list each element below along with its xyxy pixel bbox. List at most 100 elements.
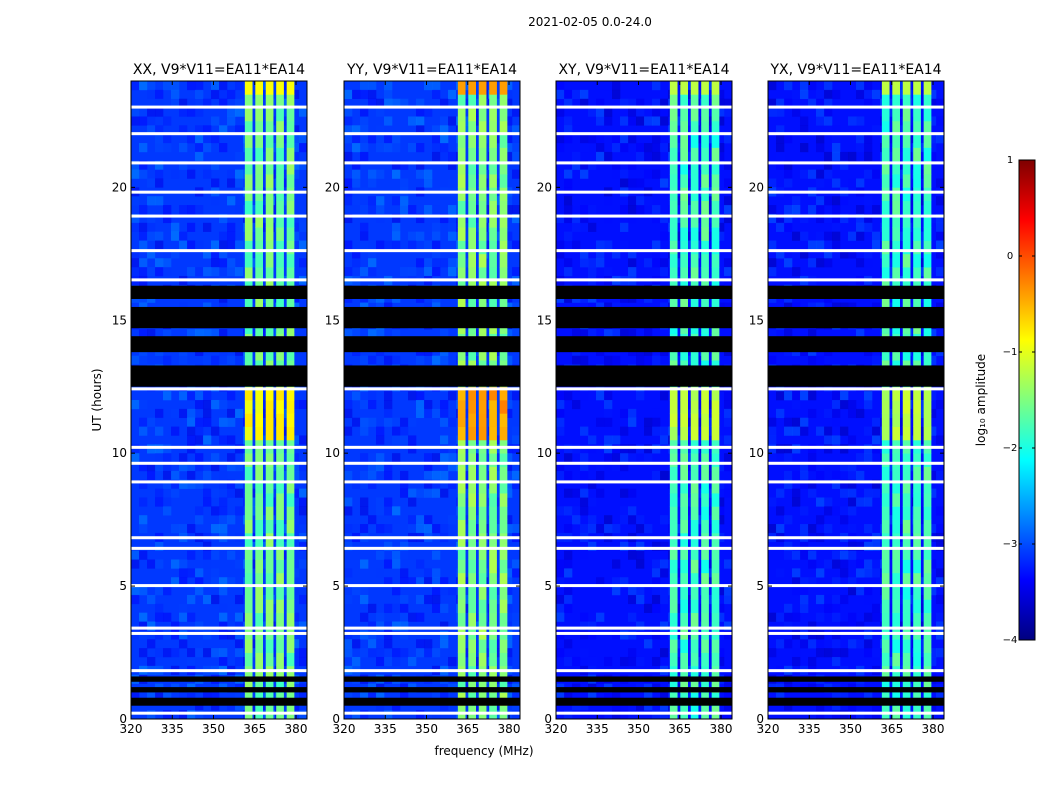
noise-cell xyxy=(628,329,637,339)
data-gap xyxy=(768,546,944,550)
rfi-band-cell xyxy=(913,81,921,95)
noise-cell xyxy=(768,453,777,463)
noise-cell xyxy=(628,612,637,622)
rfi-band-cell xyxy=(478,532,487,547)
data-gap xyxy=(131,161,307,165)
noise-cell xyxy=(564,550,573,560)
data-gap xyxy=(131,190,307,194)
y-tick-label: 20 xyxy=(112,180,127,194)
noise-cell xyxy=(219,603,228,613)
noise-cell xyxy=(684,382,693,392)
rfi-band-cell xyxy=(255,639,263,653)
noise-cell xyxy=(368,98,377,108)
noise-cell xyxy=(131,453,140,463)
noise-cell xyxy=(139,417,148,427)
rfi-band-cell xyxy=(276,120,284,135)
noise-cell xyxy=(784,541,793,551)
noise-cell xyxy=(784,81,793,91)
noise-cell xyxy=(259,559,268,569)
noise-cell xyxy=(187,267,196,277)
noise-cell xyxy=(179,391,188,401)
noise-cell xyxy=(824,258,833,268)
y-tick-label: 5 xyxy=(544,579,552,593)
rfi-band-cell xyxy=(680,532,688,547)
noise-cell xyxy=(676,231,685,241)
noise-cell xyxy=(384,240,393,250)
flagged-interval xyxy=(768,336,944,353)
noise-cell xyxy=(376,426,385,436)
rfi-band-cell xyxy=(244,227,253,241)
noise-cell xyxy=(344,408,353,419)
noise-cell xyxy=(291,524,300,534)
noise-cell xyxy=(179,568,188,578)
rfi-band-cell xyxy=(680,107,688,122)
noise-cell xyxy=(408,497,417,507)
rfi-band-cell xyxy=(892,386,900,401)
noise-cell xyxy=(792,488,801,498)
noise-cell xyxy=(832,408,841,419)
noise-cell xyxy=(187,169,196,179)
y-tick-label: 15 xyxy=(749,313,764,327)
noise-cell xyxy=(259,524,268,534)
noise-cell xyxy=(564,116,573,126)
noise-cell xyxy=(139,107,148,117)
noise-cell xyxy=(368,81,377,91)
rfi-band-cell xyxy=(265,107,274,122)
noise-cell xyxy=(352,169,361,179)
noise-cell xyxy=(432,249,441,259)
rfi-band-cell xyxy=(923,413,932,427)
noise-cell xyxy=(936,196,945,206)
noise-cell xyxy=(472,515,481,525)
data-gap xyxy=(344,711,520,715)
data-gap xyxy=(556,132,732,136)
noise-cell xyxy=(660,391,669,401)
noise-cell xyxy=(464,541,473,551)
noise-cell xyxy=(936,178,945,188)
noise-cell xyxy=(808,639,817,649)
noise-cell xyxy=(163,116,172,126)
rfi-band-cell xyxy=(669,413,678,427)
noise-cell xyxy=(227,701,236,711)
noise-cell xyxy=(227,391,236,401)
noise-cell xyxy=(195,710,204,720)
rfi-band-cell xyxy=(669,187,678,202)
rfi-band-cell xyxy=(680,187,688,202)
rfi-band-cell xyxy=(690,519,699,534)
noise-cell xyxy=(392,160,401,170)
noise-cell xyxy=(784,621,793,631)
noise-cell xyxy=(580,382,589,392)
rfi-band-cell xyxy=(923,120,932,135)
noise-cell xyxy=(636,329,645,339)
rfi-band-cell xyxy=(286,413,295,427)
noise-cell xyxy=(580,550,589,560)
noise-cell xyxy=(928,656,937,667)
rfi-band-cell xyxy=(499,267,508,281)
noise-cell xyxy=(792,231,801,241)
rfi-band-cell xyxy=(286,479,295,494)
rfi-band-cell xyxy=(468,506,476,521)
noise-cell xyxy=(171,89,180,100)
noise-cell xyxy=(195,648,204,658)
noise-cell xyxy=(580,497,589,507)
rfi-band-cell xyxy=(286,227,295,241)
rfi-band-cell xyxy=(701,120,709,135)
noise-cell xyxy=(776,568,785,578)
rfi-band-cell xyxy=(499,413,508,427)
noise-cell xyxy=(187,134,196,144)
noise-cell xyxy=(816,355,825,365)
noise-cell xyxy=(227,630,236,640)
noise-cell xyxy=(211,506,220,516)
rfi-band-cell xyxy=(457,160,466,175)
noise-cell xyxy=(416,524,425,534)
noise-cell xyxy=(464,462,473,472)
noise-cell xyxy=(936,382,945,392)
noise-cell xyxy=(776,151,785,162)
rfi-band-cell xyxy=(457,134,466,148)
noise-cell xyxy=(556,630,565,640)
rfi-band-cell xyxy=(913,160,921,175)
rfi-band-cell xyxy=(690,160,699,175)
rfi-band-cell xyxy=(913,134,921,148)
rfi-band-cell xyxy=(286,107,295,122)
noise-cell xyxy=(291,488,300,498)
noise-cell xyxy=(896,355,905,365)
